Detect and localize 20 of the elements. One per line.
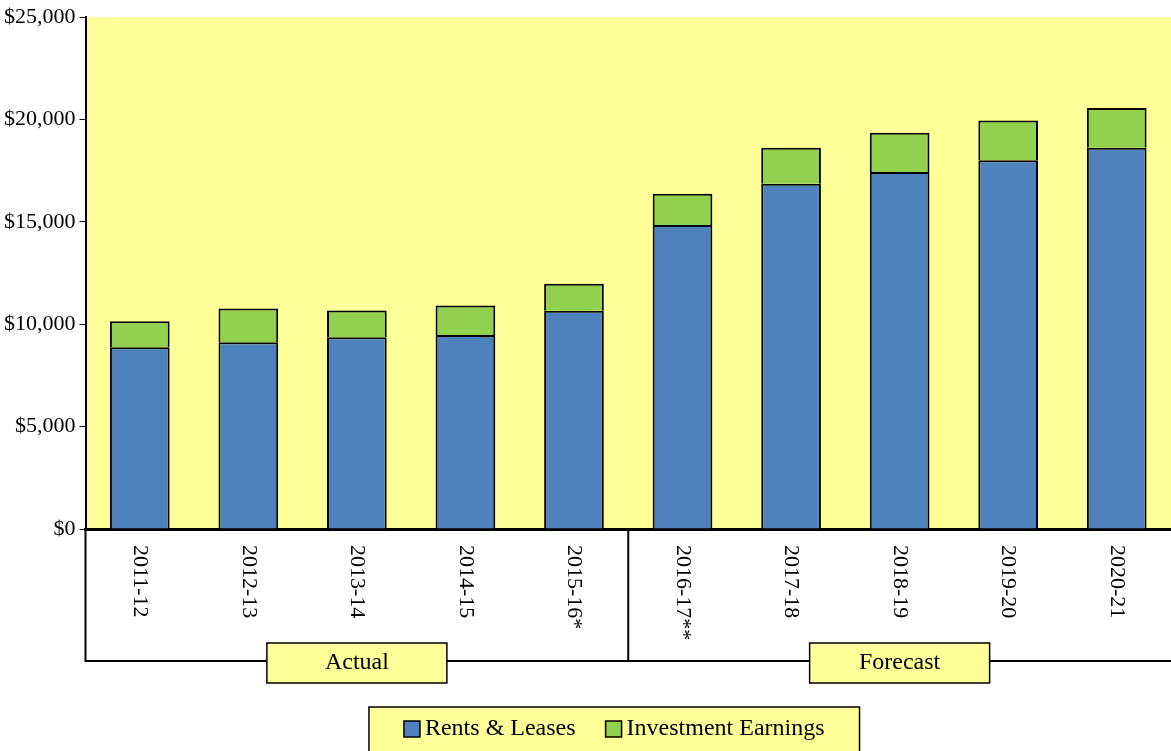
y-tick-label: $25,000: [4, 2, 76, 28]
y-tick-label: $15,000: [4, 207, 76, 233]
y-tick-label: $0: [53, 514, 76, 540]
y-tick-label: $20,000: [4, 105, 76, 131]
y-tick-label: $10,000: [4, 310, 76, 336]
x-tick-label: 2013-14: [346, 545, 372, 619]
x-tick-label: 2015-16*: [563, 545, 589, 630]
legend-label: Rents & Leases: [424, 714, 576, 741]
x-tick-label: 2016-17**: [671, 545, 697, 641]
x-tick-label: 2020-21: [1105, 545, 1131, 619]
x-tick-label: 2019-20: [997, 545, 1023, 619]
x-tick-label: 2014-15: [454, 545, 480, 619]
x-tick-label: 2017-18: [780, 545, 806, 619]
text: Actual: [324, 648, 390, 675]
x-tick-label: 2011-12: [128, 545, 154, 618]
legend-label: Investment Earnings: [626, 714, 825, 741]
y-tick-label: $5,000: [15, 412, 76, 438]
x-tick-label: 2012-13: [237, 545, 263, 619]
x-tick-label: 2018-19: [888, 545, 914, 619]
text: Forecast: [858, 648, 941, 675]
